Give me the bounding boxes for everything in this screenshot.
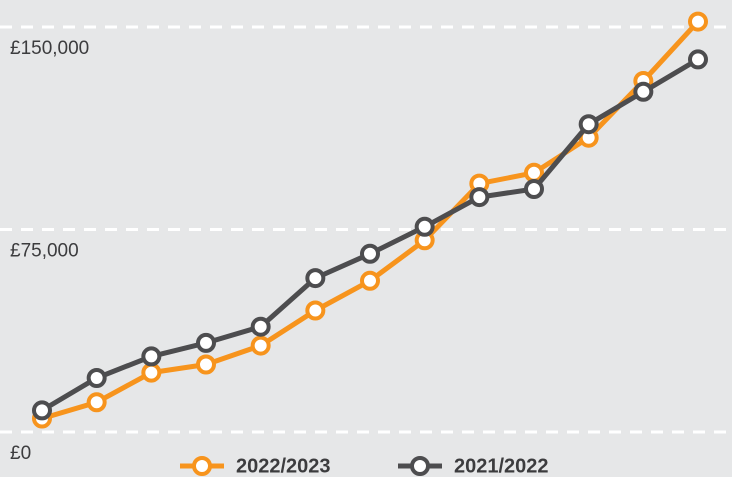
y-tick-label: £150,000	[10, 38, 89, 59]
point-marker	[141, 346, 162, 367]
point-marker	[305, 300, 326, 321]
legend-label: 2021/2022	[454, 455, 549, 477]
point-marker	[633, 81, 654, 102]
point-marker	[469, 187, 490, 208]
point-marker	[305, 268, 326, 289]
point-marker	[32, 400, 52, 421]
legend-label: 2022/2023	[236, 455, 331, 477]
point-marker	[360, 270, 380, 291]
point-marker	[414, 216, 435, 237]
legend-marker	[410, 456, 430, 476]
y-tick-label: £75,000	[10, 241, 79, 262]
point-marker	[196, 332, 216, 353]
point-marker	[86, 368, 107, 388]
point-marker	[688, 11, 708, 32]
point-marker	[250, 335, 271, 356]
point-marker	[360, 243, 380, 264]
point-marker	[524, 179, 544, 199]
point-marker	[196, 354, 216, 375]
point-marker	[250, 316, 271, 337]
legend-marker	[192, 456, 212, 476]
point-marker	[524, 162, 544, 183]
y-tick-label: £0	[10, 443, 31, 464]
point-marker	[141, 362, 162, 383]
point-marker	[86, 392, 107, 413]
point-marker	[688, 49, 708, 70]
point-marker	[578, 114, 599, 135]
